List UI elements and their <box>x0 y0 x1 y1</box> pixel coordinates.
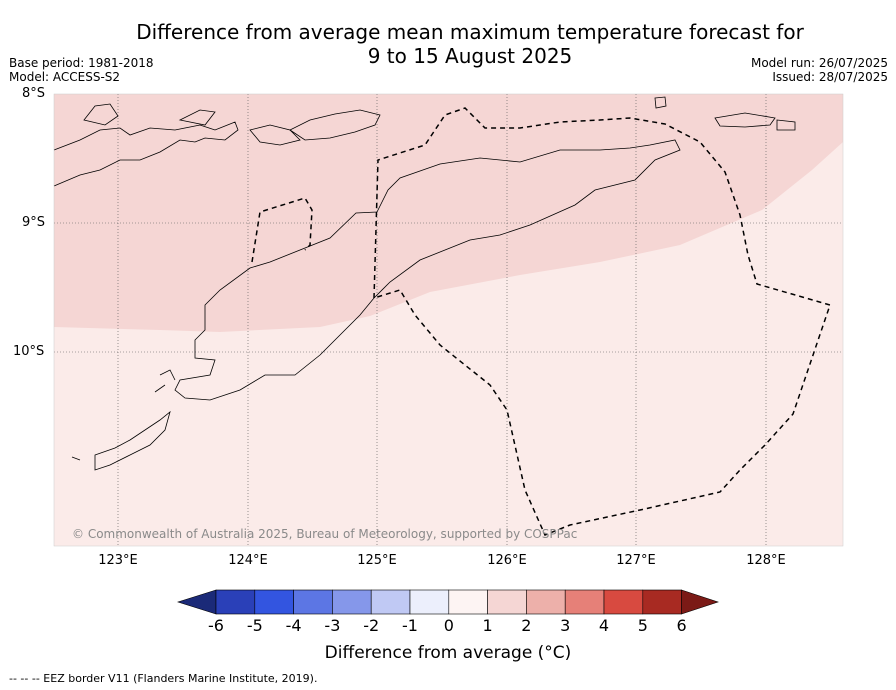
colorbar-segment <box>332 589 372 615</box>
colorbar-segment <box>409 589 450 615</box>
colorbar-tick-label: -5 <box>246 616 263 635</box>
graticule <box>54 94 843 546</box>
north-islands <box>83 103 216 126</box>
colorbar-segment <box>215 589 256 615</box>
colorbar-tick-label: 4 <box>598 616 610 635</box>
colorbar-arrow-high <box>681 589 719 615</box>
eez-border <box>251 107 831 536</box>
lon-label-123e: 123°E <box>98 553 138 568</box>
model-name: Model: ACCESS-S2 <box>9 70 121 84</box>
anomaly-band-1-2 <box>54 94 843 332</box>
lon-label-127e: 127°E <box>616 553 656 568</box>
colorbar-tick-label: -3 <box>324 616 341 635</box>
title-line-2: 9 to 15 August 2025 <box>367 44 573 68</box>
wetar-island <box>289 109 381 141</box>
colorbar-label: Difference from average (°C) <box>324 643 572 663</box>
colorbar-tick-label: -4 <box>285 616 302 635</box>
model-run: Model run: 26/07/2025 <box>750 56 888 70</box>
colorbar-segment <box>603 589 644 615</box>
lat-label-10s: 10°S <box>13 344 45 359</box>
colorbar <box>177 589 719 615</box>
colorbar-arrow-low <box>177 589 217 615</box>
colorbar-tick-label: -1 <box>402 616 418 635</box>
colorbar-tick-label: 5 <box>637 616 648 635</box>
title-line-1: Difference from average mean maximum tem… <box>136 20 804 44</box>
colorbar-tick-label: -6 <box>208 616 224 635</box>
small-island-1 <box>654 96 667 109</box>
colorbar-tick-label: 6 <box>676 616 687 635</box>
colorbar-segment <box>564 589 605 615</box>
colorbar-segment <box>642 589 682 615</box>
alor-islands <box>249 124 301 146</box>
lon-label-124e: 124°E <box>228 553 268 568</box>
colorbar-tick-label: -2 <box>363 616 380 635</box>
base-period: Base period: 1981-2018 <box>9 56 154 70</box>
colorbar-tick-label: 0 <box>443 616 454 635</box>
meta-left: Base period: 1981-2018 Model: ACCESS-S2 <box>9 56 154 84</box>
babar-islands <box>714 112 796 131</box>
lon-label-125e: 125°E <box>357 553 397 568</box>
colorbar-tick-label: 2 <box>521 616 532 635</box>
flores-islands <box>53 121 239 187</box>
colorbar-segment <box>370 589 411 615</box>
colorbar-tick-label: 1 <box>482 616 493 635</box>
lat-label-9s: 9°S <box>22 215 46 230</box>
lat-label-8s: 8°S <box>22 86 46 101</box>
colorbar-segment <box>526 589 566 615</box>
copyright-notice: © Commonwealth of Australia 2025, Bureau… <box>72 527 578 541</box>
issued-date: Issued: 28/07/2025 <box>772 70 888 84</box>
eez-footnote: -- -- -- EEZ border V11 (Flanders Marine… <box>9 672 318 685</box>
coastlines <box>53 96 796 471</box>
savu-islands <box>154 369 176 393</box>
lon-label-128e: 128°E <box>746 553 786 568</box>
lon-label-126e: 126°E <box>487 553 527 568</box>
chart-title: Difference from average mean maximum tem… <box>0 20 896 68</box>
sumba-coast <box>71 410 171 471</box>
colorbar-segment <box>448 589 488 615</box>
colorbar-tick-label: 3 <box>560 616 571 635</box>
colorbar-segment <box>487 589 527 615</box>
colorbar-segment <box>254 589 294 615</box>
map-frame <box>53 93 844 547</box>
meta-right: Model run: 26/07/2025 Issued: 28/07/2025 <box>751 56 888 84</box>
timor-island <box>174 139 681 401</box>
colorbar-segment <box>293 589 333 615</box>
